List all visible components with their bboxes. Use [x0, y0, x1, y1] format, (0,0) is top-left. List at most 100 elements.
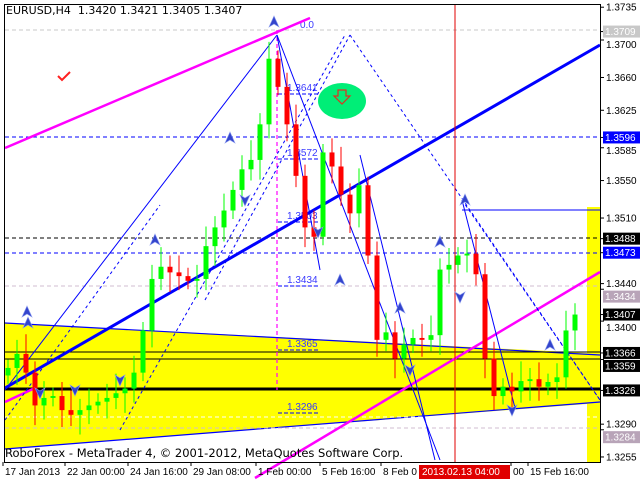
candle	[203, 246, 209, 279]
candle	[365, 185, 371, 256]
price-label: 1.3366	[605, 348, 636, 359]
candle	[509, 386, 515, 392]
y-tick-label: 1.3510	[606, 214, 637, 225]
candle	[68, 410, 74, 415]
candle	[50, 396, 56, 398]
y-tick-label: 1.3700	[606, 40, 637, 51]
ohlc-readout: 1.3420 1.3421 1.3405 1.3407	[77, 4, 243, 17]
x-tick-label: 17 Jan 2013	[5, 467, 60, 478]
wave-line	[461, 199, 601, 401]
x-tick-label: 1 Feb 00:00	[258, 467, 312, 478]
price-label-box	[603, 384, 640, 397]
candle	[194, 278, 200, 281]
target-zone	[5, 323, 587, 449]
y-tick-label: 1.3550	[606, 176, 637, 187]
price-label-box	[603, 308, 640, 321]
candle	[266, 58, 272, 125]
copyright-footer: RoboForex - MetaTrader 4, © 2001-2012, M…	[5, 446, 404, 460]
candle	[500, 386, 506, 397]
checkmark-icon	[57, 71, 71, 82]
cursor-time-label: 2013.02.13 04:00	[422, 467, 500, 478]
candle	[347, 194, 353, 214]
channel-upper-line	[4, 16, 311, 150]
price-label-box	[603, 359, 640, 372]
candle	[14, 353, 20, 368]
price-label: 1.3434	[605, 292, 636, 303]
fib-label: 1.3434	[287, 275, 318, 286]
price-label: 1.3326	[605, 386, 636, 397]
wave-line	[204, 34, 351, 301]
candle	[455, 255, 461, 265]
x-tick-label: 22 Jan 00:00	[67, 467, 125, 478]
candle	[158, 266, 164, 279]
candle	[212, 227, 218, 247]
candle	[176, 272, 182, 277]
candle	[491, 358, 497, 397]
fractal-up-arrow-icon	[268, 15, 280, 28]
candle	[428, 335, 434, 340]
candle	[392, 332, 398, 359]
y-tick-label: 1.3290	[606, 420, 637, 431]
fractal-down-arrow-icon	[34, 387, 46, 400]
x-tick-label: 00	[513, 467, 525, 478]
fractal-up-arrow-icon	[149, 233, 161, 246]
fib-label: 1.3572	[287, 148, 318, 159]
candle	[545, 382, 551, 387]
price-label-box	[603, 290, 640, 303]
price-label: 1.3488	[605, 234, 636, 245]
candle	[311, 227, 317, 237]
candle	[302, 175, 308, 228]
candle	[95, 401, 101, 406]
price-label: 1.3359	[605, 361, 636, 372]
plot-frame	[4, 4, 601, 463]
x-tick-label: 15 Feb 16:00	[530, 467, 589, 478]
fib-label: 1.3641	[287, 83, 318, 94]
price-label-box	[603, 25, 640, 38]
x-tick-label: 29 Jan 08:00	[193, 467, 251, 478]
fractal-up-arrow-icon	[334, 273, 346, 286]
candle	[356, 185, 362, 214]
target-ellipse	[318, 83, 366, 119]
fractal-up-arrow-icon	[544, 338, 556, 351]
candle	[131, 372, 137, 389]
fractal-up-arrow-icon	[21, 305, 33, 318]
candle	[275, 58, 281, 87]
candle	[329, 152, 335, 167]
y-tick-label: 1.3400	[606, 323, 637, 334]
candle	[482, 274, 488, 359]
zone-lower-line	[4, 401, 601, 450]
candle	[239, 169, 245, 190]
fractal-down-arrow-icon	[312, 226, 324, 239]
down-arrow-icon	[332, 89, 352, 105]
price-label-box	[603, 346, 640, 359]
fib-label: 0.0	[300, 20, 314, 31]
fractal-down-arrow-icon	[239, 194, 251, 207]
fractal-down-arrow-icon	[506, 404, 518, 417]
fractal-up-arrow-icon	[434, 235, 446, 248]
candle	[284, 86, 290, 125]
price-label-box	[603, 131, 640, 144]
candle	[122, 388, 128, 394]
candle	[554, 377, 560, 383]
wave-line	[4, 204, 161, 421]
candle	[473, 253, 479, 275]
candle	[464, 253, 470, 256]
x-tick-label: 24 Jan 16:00	[130, 467, 188, 478]
symbol-label: EURUSD,H4	[6, 4, 71, 17]
y-tick-label: 1.3625	[606, 106, 637, 117]
candle	[572, 314, 578, 331]
candle	[374, 255, 380, 340]
price-label: 1.3709	[605, 27, 636, 38]
price-label: 1.3284	[605, 433, 636, 444]
candle	[410, 337, 416, 345]
fractal-down-arrow-icon	[114, 374, 126, 387]
fractal-up-arrow-icon	[394, 301, 406, 314]
candle	[149, 278, 155, 331]
candle	[23, 353, 29, 373]
candle	[86, 405, 92, 411]
candle	[527, 379, 533, 382]
fractal-down-arrow-icon	[69, 384, 81, 397]
candle	[59, 396, 65, 411]
candle	[77, 410, 83, 415]
